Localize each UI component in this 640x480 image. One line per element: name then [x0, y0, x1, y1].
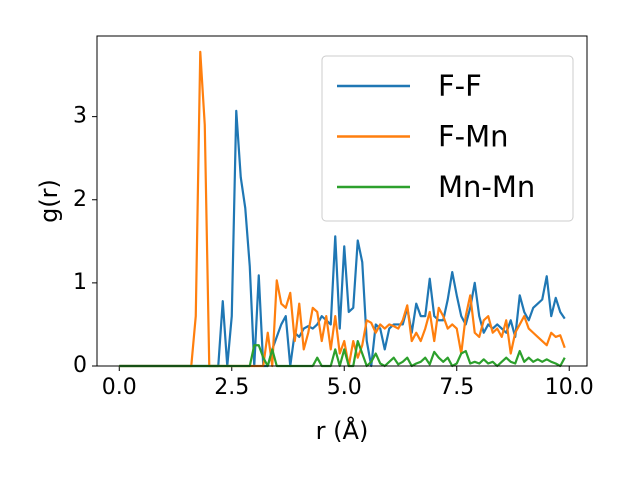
series-line — [119, 50, 566, 368]
legend-label: F-F — [438, 69, 482, 103]
x-axis-label: r (Å) — [316, 416, 369, 445]
y-tick-label: 3 — [73, 104, 87, 129]
legend-label: F-Mn — [438, 120, 509, 154]
x-tick-label: 7.5 — [439, 375, 474, 400]
y-axis-label: g(r) — [35, 179, 63, 223]
y-tick-label: 0 — [73, 353, 87, 378]
x-tick-label: 10.0 — [545, 375, 594, 400]
x-tick-label: 2.5 — [214, 375, 249, 400]
x-tick-label: 0.0 — [102, 375, 137, 400]
x-tick-label: 5.0 — [327, 375, 362, 400]
legend-label: Mn-Mn — [438, 170, 535, 204]
y-tick-label: 2 — [73, 187, 87, 212]
y-tick-label: 1 — [73, 270, 87, 295]
plot-frame — [96, 35, 588, 367]
legend-box — [321, 55, 574, 222]
